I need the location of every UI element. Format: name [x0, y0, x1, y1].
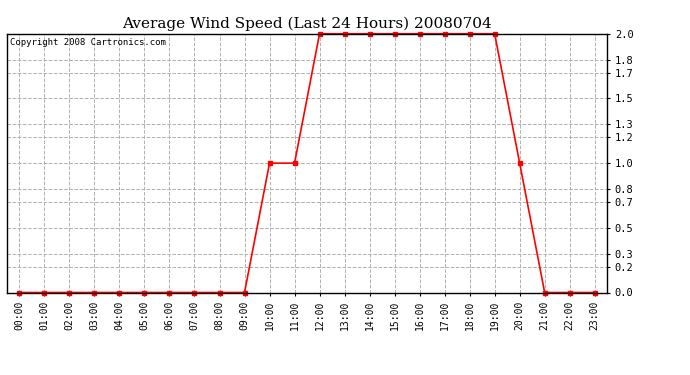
Text: Copyright 2008 Cartronics.com: Copyright 2008 Cartronics.com [10, 38, 166, 46]
Title: Average Wind Speed (Last 24 Hours) 20080704: Average Wind Speed (Last 24 Hours) 20080… [122, 17, 492, 31]
